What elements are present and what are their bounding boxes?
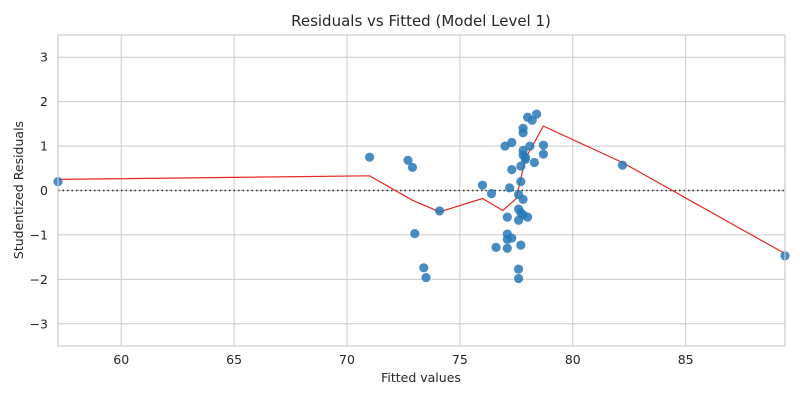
y-tick-label: 0 — [40, 183, 48, 198]
data-point — [516, 177, 526, 187]
data-point — [516, 240, 526, 250]
scatter-points — [53, 109, 790, 284]
data-point — [419, 263, 429, 273]
data-point — [525, 141, 535, 151]
x-tick-label: 70 — [339, 352, 355, 367]
data-point — [502, 212, 512, 222]
data-point — [518, 194, 528, 204]
data-point — [502, 243, 512, 253]
x-axis-label: Fitted values — [381, 370, 461, 385]
y-tick-label: −2 — [30, 272, 48, 287]
data-point — [410, 228, 420, 239]
data-point — [504, 183, 515, 193]
tick-labels: 60 65 70 75 80 85 −3 −2 −1 0 1 2 3 — [30, 50, 694, 367]
data-point — [421, 272, 431, 283]
data-point — [477, 180, 488, 190]
data-point — [491, 242, 501, 252]
data-point — [403, 155, 413, 165]
data-point — [486, 189, 497, 199]
data-point — [516, 161, 526, 171]
plot-frame — [57, 34, 786, 347]
x-tick-label: 65 — [226, 352, 242, 367]
data-point — [500, 141, 510, 151]
y-tick-label: −1 — [30, 227, 48, 242]
x-tick-label: 85 — [678, 352, 694, 367]
data-point — [513, 273, 524, 284]
data-point — [538, 140, 549, 150]
lowess-smoother — [57, 125, 786, 255]
data-point — [364, 152, 375, 162]
data-point — [507, 233, 517, 243]
grid — [58, 35, 785, 346]
data-point — [507, 137, 517, 148]
data-point — [529, 157, 539, 168]
data-point — [513, 264, 524, 274]
x-tick-label: 75 — [452, 352, 468, 367]
x-tick-label: 80 — [565, 352, 581, 367]
y-tick-label: 1 — [40, 139, 48, 154]
y-tick-label: 3 — [40, 50, 48, 65]
lowess-line — [57, 125, 786, 255]
data-point — [523, 212, 533, 222]
data-point — [507, 165, 517, 175]
x-tick-label: 60 — [113, 352, 129, 367]
data-point — [434, 206, 445, 216]
data-point — [617, 160, 628, 170]
data-point — [520, 154, 530, 164]
data-point — [518, 128, 528, 138]
chart-title: Residuals vs Fitted (Model Level 1) — [291, 12, 551, 30]
y-tick-label: 2 — [40, 94, 48, 109]
y-tick-label: −3 — [30, 316, 48, 331]
data-point — [407, 162, 418, 172]
y-axis-label: Studentized Residuals — [11, 121, 26, 259]
data-point — [538, 149, 549, 159]
data-point — [532, 109, 542, 119]
